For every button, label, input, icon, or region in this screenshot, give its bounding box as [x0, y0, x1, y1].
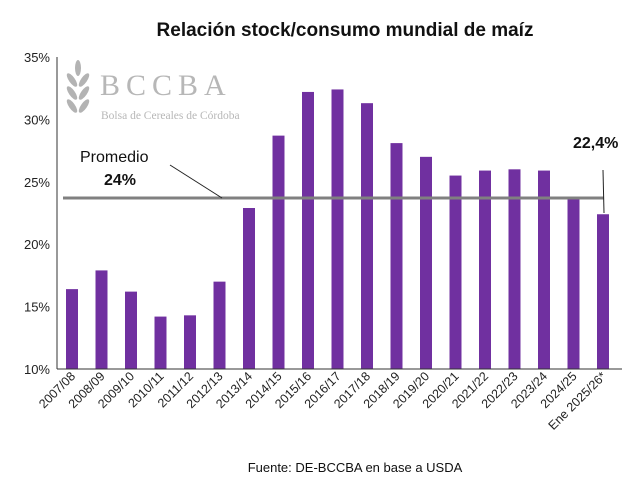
bar [302, 91, 314, 369]
average-value-label: 24% [104, 172, 136, 189]
y-tick-label: 25% [24, 175, 50, 190]
average-callout-line [169, 164, 223, 199]
bar [213, 281, 226, 369]
bar [508, 169, 521, 369]
bar [243, 208, 255, 369]
y-tick-label: 10% [24, 362, 50, 377]
bar [479, 170, 491, 369]
chart-title: Relación stock/consumo mundial de maíz [156, 20, 534, 41]
y-tick-label: 20% [24, 237, 50, 252]
chart-source: Fuente: DE-BCCBA en base a USDA [247, 460, 463, 475]
bar [390, 143, 403, 369]
logo: BCCBA Bolsa de Cereales de Córdoba [66, 60, 240, 122]
bar [184, 315, 196, 369]
last-value-callout-line [602, 169, 605, 214]
bar [154, 316, 167, 369]
bar [125, 291, 137, 369]
logo-subtitle: Bolsa de Cereales de Córdoba [101, 110, 240, 122]
bar [331, 89, 344, 369]
average-label: Promedio [80, 149, 149, 166]
bar [361, 103, 373, 370]
y-tick-label: 30% [24, 112, 50, 127]
y-tick-label: 15% [24, 300, 50, 315]
bar [95, 270, 108, 369]
bar [66, 289, 78, 369]
bar [538, 170, 550, 369]
bar [597, 214, 609, 369]
bar [449, 175, 462, 369]
logo-name: BCCBA [100, 69, 232, 102]
bar [272, 135, 285, 369]
bar [567, 199, 580, 369]
y-tick-label: 35% [24, 50, 50, 65]
last-value-label: 22,4% [573, 135, 618, 152]
bar [420, 156, 432, 369]
